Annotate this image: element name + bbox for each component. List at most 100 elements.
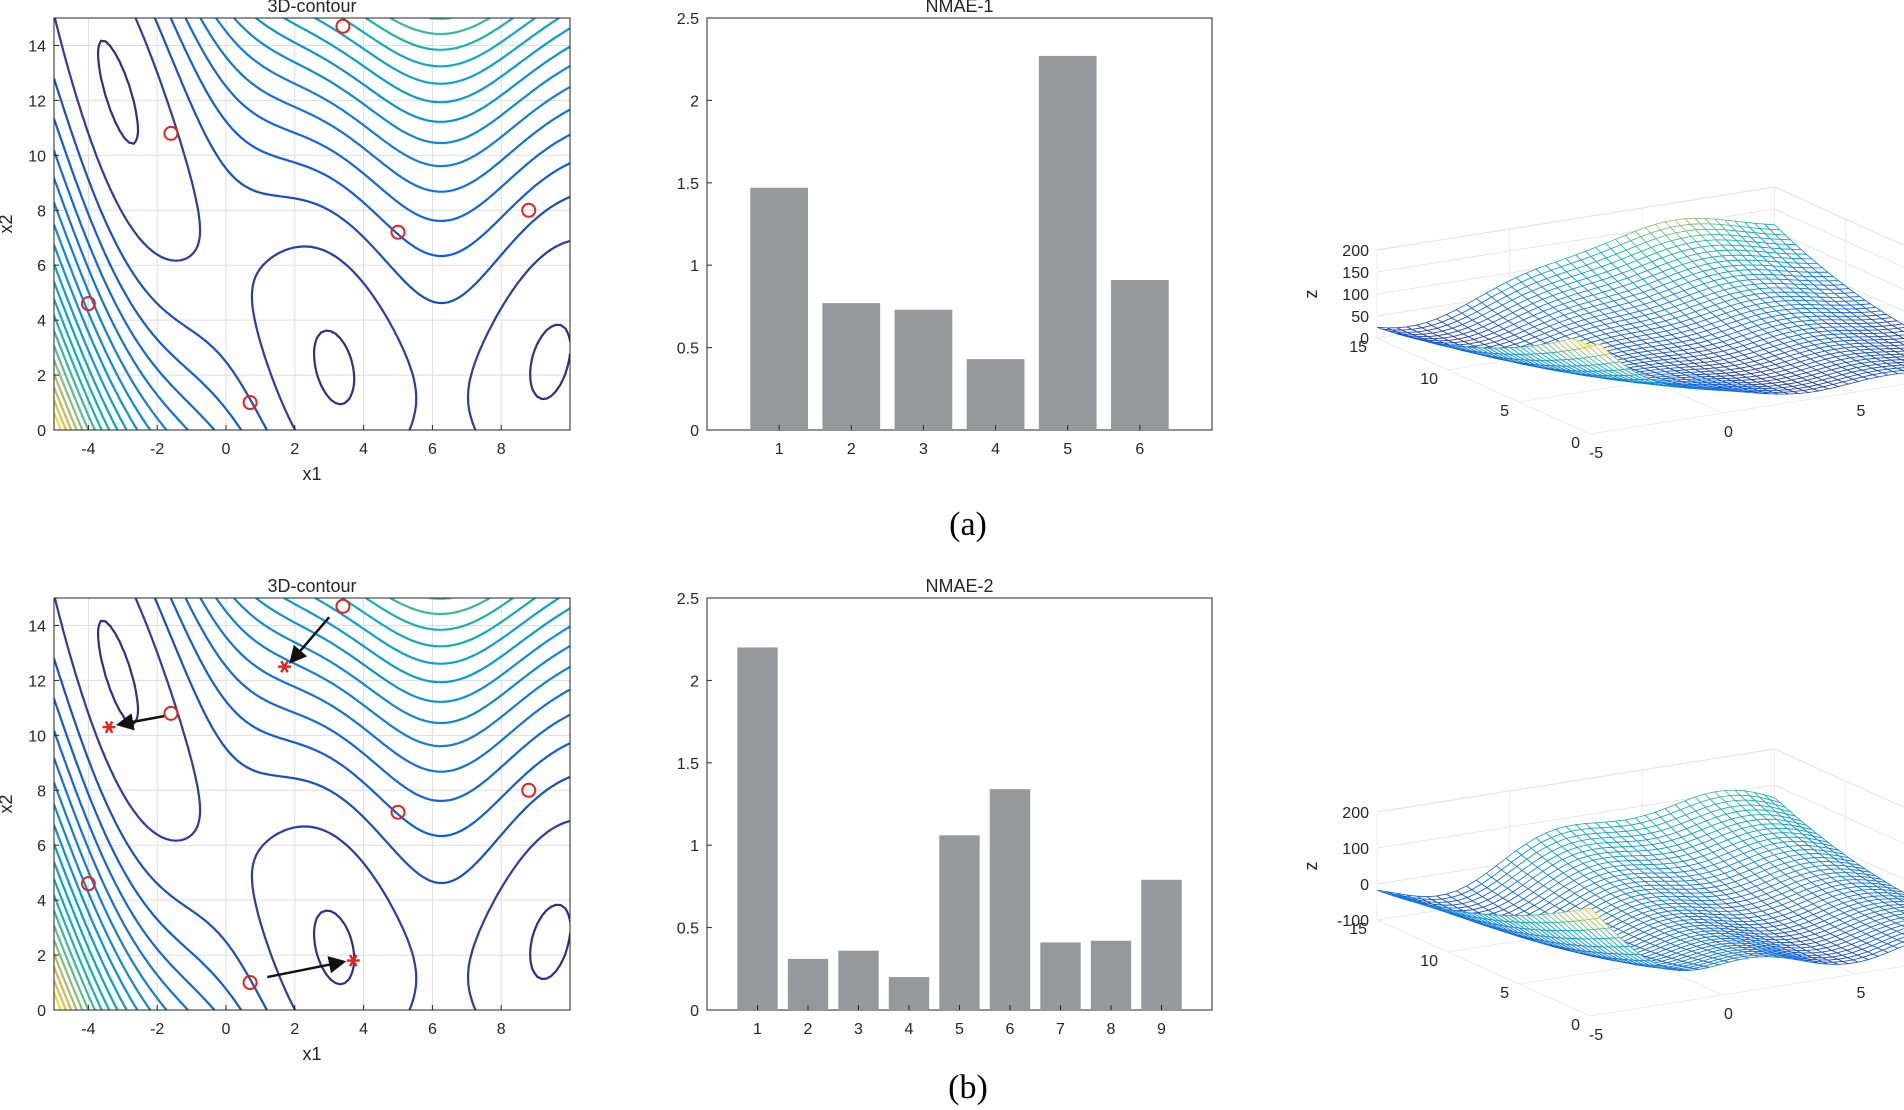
y-tick-label: 12 bbox=[28, 93, 46, 110]
x-tick-label: 8 bbox=[1107, 1021, 1116, 1038]
y-tick-label: 2 bbox=[37, 948, 46, 965]
surface-cell bbox=[1893, 350, 1904, 355]
asterisk-stroke bbox=[280, 660, 289, 673]
contour-level bbox=[54, 966, 73, 1010]
z-axis-label: z bbox=[1301, 862, 1321, 871]
contour-level bbox=[54, 18, 570, 430]
y-tick-label: 12 bbox=[28, 673, 46, 690]
x-tick-label: -4 bbox=[81, 441, 95, 458]
contour-level bbox=[54, 358, 84, 430]
contour-level bbox=[54, 18, 570, 430]
sample-point-marker bbox=[390, 804, 406, 820]
contour-level bbox=[54, 18, 570, 430]
x-axis-label: x1 bbox=[302, 1044, 321, 1064]
y-tick-label: 0 bbox=[37, 1003, 46, 1020]
surface-cell bbox=[1901, 359, 1904, 362]
x2-tick-label: 10 bbox=[1420, 953, 1438, 970]
bar-1 bbox=[737, 647, 778, 1010]
contour-level bbox=[54, 18, 570, 430]
contour-level bbox=[97, 619, 570, 986]
bar-2 bbox=[787, 958, 829, 1010]
sample-point-marker bbox=[242, 395, 258, 411]
x2-tick-label: 5 bbox=[1500, 403, 1509, 420]
y-tick-label: 0 bbox=[37, 423, 46, 440]
bar-6 bbox=[1111, 280, 1169, 430]
x1-tick-label: 0 bbox=[1724, 1006, 1733, 1023]
x-tick-label: -2 bbox=[150, 1021, 164, 1038]
x1-tick-label: 0 bbox=[1724, 424, 1733, 441]
x2-tick-label: 5 bbox=[1500, 985, 1509, 1002]
bar-chart-bar-b: 1 2 3 4 5 6 7 8 9 0 0.5 1 1.5 2 2.5 NMAE-2 bbox=[677, 576, 1213, 1038]
x-tick-label: 4 bbox=[359, 441, 368, 458]
surface-cell bbox=[1897, 334, 1904, 339]
z-tick-label: -100 bbox=[1337, 913, 1369, 930]
y-axis-label: x2 bbox=[0, 214, 16, 233]
surface-cell bbox=[1891, 323, 1904, 329]
sample-point-marker bbox=[80, 876, 96, 892]
y-tick-label: 2 bbox=[690, 673, 699, 690]
contour-level bbox=[54, 598, 453, 1010]
surface-cell bbox=[1898, 910, 1904, 914]
x-tick-label: 7 bbox=[1056, 1021, 1065, 1038]
contour-level bbox=[54, 372, 78, 430]
sample-point-marker bbox=[335, 598, 351, 614]
surface-cell bbox=[1896, 936, 1904, 943]
y-tick-label: 2.5 bbox=[677, 591, 699, 608]
contour-level bbox=[54, 598, 570, 1010]
y-tick-label: 0 bbox=[690, 1003, 699, 1020]
y-tick-label: 0.5 bbox=[677, 921, 699, 938]
bar-6 bbox=[989, 789, 1031, 1010]
surface-cell bbox=[1897, 367, 1904, 371]
z-tick-label: 0 bbox=[1360, 877, 1369, 894]
caption-b: (b) bbox=[948, 1069, 988, 1106]
y-tick-label: 2 bbox=[690, 93, 699, 110]
contour-level bbox=[54, 399, 67, 430]
y-tick-label: 6 bbox=[37, 258, 46, 275]
x2-tick-label: 0 bbox=[1571, 435, 1580, 452]
new-point-marker bbox=[102, 720, 116, 734]
surface-cell bbox=[1897, 341, 1904, 346]
axes-frame bbox=[53, 597, 571, 1011]
bar-9 bbox=[1141, 879, 1182, 1010]
x2-tick-label: 15 bbox=[1349, 339, 1367, 356]
bar-8 bbox=[1090, 940, 1132, 1010]
sample-point-marker bbox=[163, 705, 179, 721]
contour-level bbox=[54, 18, 570, 430]
asterisk-stroke bbox=[348, 954, 358, 967]
contour-lines bbox=[54, 598, 570, 1010]
sample-point-marker bbox=[163, 125, 179, 141]
z-tick-label: 150 bbox=[1342, 265, 1369, 282]
z-tick-label: 200 bbox=[1342, 243, 1369, 260]
surface-cell bbox=[1896, 361, 1904, 366]
surface-cell bbox=[1899, 916, 1904, 920]
y-tick-label: 10 bbox=[28, 148, 46, 165]
x-tick-label: 4 bbox=[905, 1021, 914, 1038]
bar-7 bbox=[1040, 942, 1081, 1010]
x-tick-label: 1 bbox=[753, 1021, 762, 1038]
x-tick-label: 2 bbox=[847, 441, 856, 458]
contour-level bbox=[54, 18, 570, 430]
contour-level bbox=[54, 411, 62, 430]
y-tick-label: 8 bbox=[37, 783, 46, 800]
surface-cell bbox=[1893, 913, 1904, 919]
bar-5 bbox=[1038, 55, 1097, 431]
x1-tick-label: 5 bbox=[1857, 403, 1866, 420]
x-tick-label: -2 bbox=[150, 441, 164, 458]
contour-level bbox=[54, 18, 515, 430]
y-tick-label: 2 bbox=[37, 368, 46, 385]
y-tick-label: 6 bbox=[37, 838, 46, 855]
surface-cell bbox=[1892, 890, 1904, 895]
y-tick-label: 2.5 bbox=[677, 11, 699, 28]
plot-background bbox=[54, 18, 570, 430]
x-tick-label: 6 bbox=[428, 441, 437, 458]
contour-title: 3D-contour bbox=[267, 0, 356, 16]
surface-cell bbox=[1893, 906, 1904, 912]
move-arrow bbox=[267, 956, 347, 979]
surface-cell bbox=[1900, 924, 1904, 928]
contour-level bbox=[54, 598, 491, 1010]
x-tick-label: 5 bbox=[1063, 441, 1072, 458]
sample-point-marker bbox=[521, 202, 537, 218]
